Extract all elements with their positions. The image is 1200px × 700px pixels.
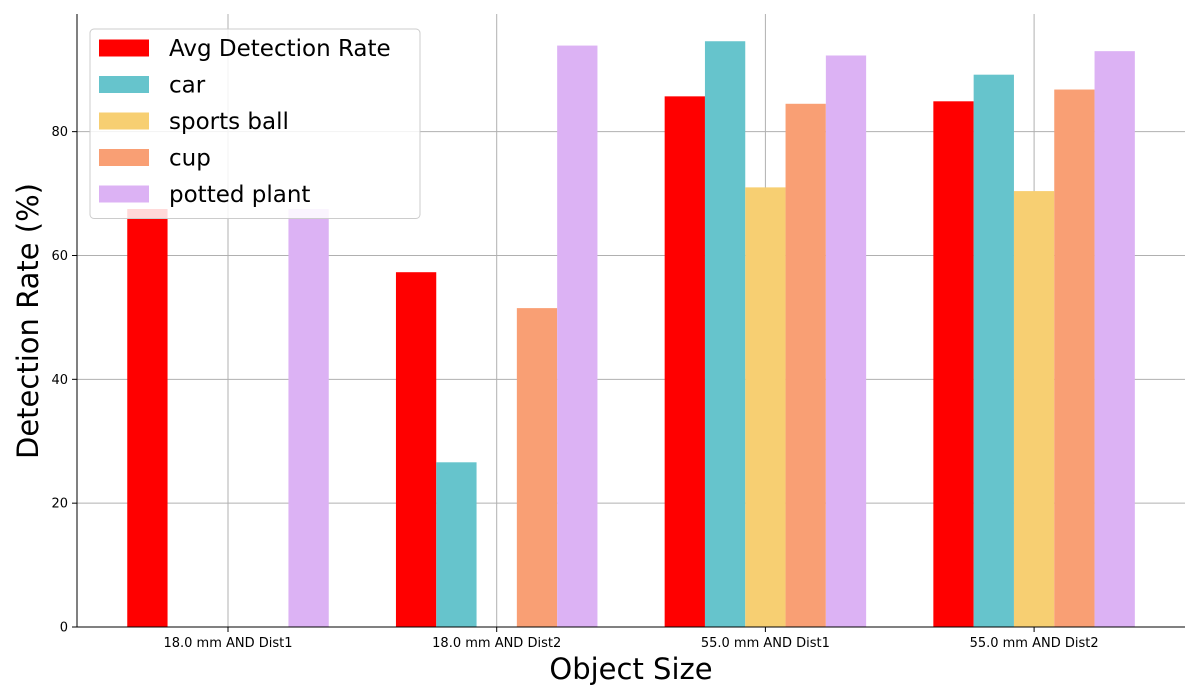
bar — [933, 101, 974, 628]
bar — [1054, 89, 1095, 628]
x-tick-label: 18.0 mm AND Dist2 — [432, 636, 561, 651]
bar — [704, 41, 746, 627]
x-ticks: 18.0 mm AND Dist1 18.0 mm AND Dist2 55.0 m… — [163, 627, 1099, 651]
axes — [76, 14, 1185, 628]
bar — [745, 187, 786, 628]
legend-swatch — [99, 39, 149, 57]
bar — [785, 103, 826, 627]
y-tick-label: 40 — [51, 373, 68, 388]
legend-label: potted plant — [169, 182, 310, 208]
bar — [1094, 51, 1135, 628]
y-tick-label: 20 — [51, 497, 68, 512]
y-ticks: 0 20 40 60 80 — [51, 125, 77, 636]
legend-swatch — [99, 76, 149, 93]
bar — [825, 55, 867, 628]
x-tick-label: 18.0 mm AND Dist1 — [163, 636, 292, 651]
x-tick-label: 55.0 mm AND Dist2 — [970, 636, 1099, 651]
bar — [436, 462, 477, 627]
legend-label: car — [169, 73, 206, 99]
legend-label: cup — [169, 146, 211, 172]
legend: Avg Detection Rate car sports ball cup potte… — [89, 28, 421, 219]
bars — [127, 41, 1135, 628]
bar — [516, 308, 558, 627]
bar — [557, 45, 598, 627]
bar — [1013, 191, 1055, 628]
bar — [664, 96, 705, 627]
bar — [288, 209, 329, 627]
legend-swatch — [99, 112, 149, 130]
legend-box — [89, 28, 421, 219]
y-tick-label: 60 — [51, 249, 68, 264]
y-tick-label: 80 — [51, 125, 68, 140]
y-tick-label: 0 — [60, 621, 68, 636]
bar — [395, 272, 437, 627]
x-tick-label: 55.0 mm AND Dist1 — [701, 636, 830, 651]
bar — [127, 209, 168, 627]
legend-label: Avg Detection Rate — [169, 36, 391, 62]
bar — [973, 74, 1014, 628]
y-axis-title: Detection Rate (%) — [11, 183, 45, 459]
legend-swatch — [99, 149, 149, 166]
x-axis-title: Object Size — [549, 652, 712, 686]
legend-swatch — [99, 185, 149, 203]
legend-label: sports ball — [169, 109, 289, 135]
